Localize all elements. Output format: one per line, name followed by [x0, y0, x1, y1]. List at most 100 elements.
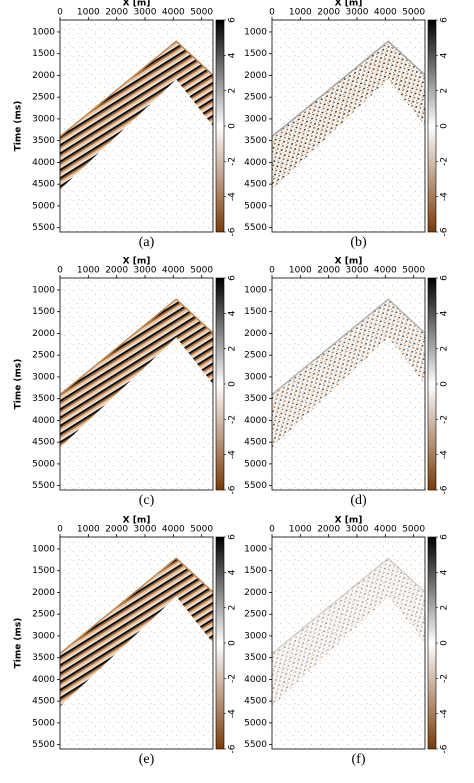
y-tick-label: 3000 [244, 372, 267, 382]
y-tick-label: 3500 [244, 394, 267, 404]
y-tick-label: 2000 [32, 588, 55, 598]
x-tick-label: 3000 [134, 266, 157, 276]
colorbar-tick-label: -6 [228, 227, 238, 236]
colorbar-tick-label: -2 [440, 674, 450, 683]
reflector-zone [272, 41, 425, 190]
x-tick-label: 5000 [190, 266, 213, 276]
colorbar-tick-label: -4 [228, 450, 238, 459]
y-tick-label: 3500 [32, 653, 55, 663]
y-tick-label: 4000 [32, 416, 55, 426]
x-axis-label: X [m] [123, 0, 151, 9]
first-arrival [272, 298, 425, 396]
colorbar-tick-label: 4 [228, 52, 238, 58]
x-axis-label: X [m] [123, 257, 151, 267]
x-tick-label: 2000 [105, 525, 128, 535]
x-axis-label: X [m] [335, 516, 363, 526]
y-tick-label: 4500 [244, 697, 267, 707]
y-axis-label: Time (ms) [14, 101, 24, 152]
y-tick-label: 4000 [244, 675, 267, 685]
caption: (d) [350, 493, 367, 508]
colorbar-tick-label: 2 [228, 346, 238, 352]
colorbar-tick-label: 0 [440, 640, 450, 646]
colorbar-tick-label: -2 [440, 415, 450, 424]
colorbar-tick-label: 0 [440, 123, 450, 129]
colorbar-tick-label: 4 [228, 569, 238, 575]
y-tick-label: 2000 [32, 329, 55, 339]
seismic-image [60, 278, 213, 490]
y-tick-label: 3500 [244, 653, 267, 663]
y-tick-label: 5000 [244, 201, 267, 211]
y-tick-label: 2500 [32, 351, 55, 361]
x-tick-label: 2000 [317, 525, 340, 535]
y-tick-label: 2500 [244, 610, 267, 620]
colorbar-tick-label: 2 [440, 346, 450, 352]
colorbar-tick-label: 0 [228, 640, 238, 646]
x-tick-label: 0 [269, 525, 275, 535]
caption: (b) [350, 235, 367, 250]
colorbar-tick-label: -4 [228, 709, 238, 718]
y-tick-label: 2500 [244, 93, 267, 103]
colorbar-tick-label: 6 [440, 17, 450, 23]
x-tick-label: 1000 [289, 525, 312, 535]
colorbar [215, 536, 225, 750]
colorbar-tick-label: 0 [228, 123, 238, 129]
colorbar-tick-label: -6 [440, 227, 450, 236]
colorbar-tick-label: 4 [228, 310, 238, 316]
colorbar-tick-label: 2 [440, 605, 450, 611]
x-axis-label: X [m] [123, 516, 151, 526]
colorbar-tick-label: 2 [228, 605, 238, 611]
y-tick-label: 5000 [32, 459, 55, 469]
y-tick-label: 4500 [244, 180, 267, 190]
x-tick-label: 0 [57, 266, 63, 276]
first-arrival [60, 40, 213, 138]
reflector-zone [60, 41, 213, 190]
y-tick-label: 4000 [32, 158, 55, 168]
x-tick-label: 2000 [105, 266, 128, 276]
plot-frame [271, 277, 426, 491]
x-tick-label: 4000 [162, 266, 185, 276]
y-tick-label: 2500 [244, 351, 267, 361]
y-tick-label: 1000 [244, 285, 267, 295]
x-tick-label: 2000 [317, 8, 340, 18]
y-tick-label: 1000 [32, 27, 55, 37]
colorbar-tick-label: 6 [228, 17, 238, 23]
y-tick-label: 4000 [32, 675, 55, 685]
y-axis-label: Time (ms) [14, 618, 24, 669]
seismic-image [272, 20, 425, 232]
x-tick-label: 3000 [134, 525, 157, 535]
reflector-zone [60, 558, 213, 707]
colorbar-tick-label: -2 [228, 157, 238, 166]
y-tick-label: 1000 [32, 285, 55, 295]
colorbar-tick-label: 4 [440, 569, 450, 575]
y-tick-label: 5000 [244, 459, 267, 469]
y-tick-label: 5500 [32, 223, 55, 233]
colorbar [427, 536, 437, 750]
y-tick-label: 1500 [244, 49, 267, 59]
y-tick-label: 1500 [32, 307, 55, 317]
x-tick-label: 5000 [402, 525, 425, 535]
x-tick-label: 4000 [374, 266, 397, 276]
y-tick-label: 2500 [32, 93, 55, 103]
y-tick-label: 1000 [244, 27, 267, 37]
plot-frame [271, 536, 426, 750]
colorbar-tick-label: -2 [228, 674, 238, 683]
y-tick-label: 5500 [244, 481, 267, 491]
x-axis-label: X [m] [335, 0, 363, 9]
x-tick-label: 3000 [346, 525, 369, 535]
colorbar-tick-label: 0 [228, 381, 238, 387]
y-tick-label: 2000 [244, 329, 267, 339]
colorbar-tick-label: 4 [440, 52, 450, 58]
first-arrival [60, 557, 213, 655]
colorbar-tick-label: -6 [440, 485, 450, 494]
y-tick-label: 1500 [32, 566, 55, 576]
y-tick-label: 3500 [32, 394, 55, 404]
colorbar [427, 277, 437, 491]
